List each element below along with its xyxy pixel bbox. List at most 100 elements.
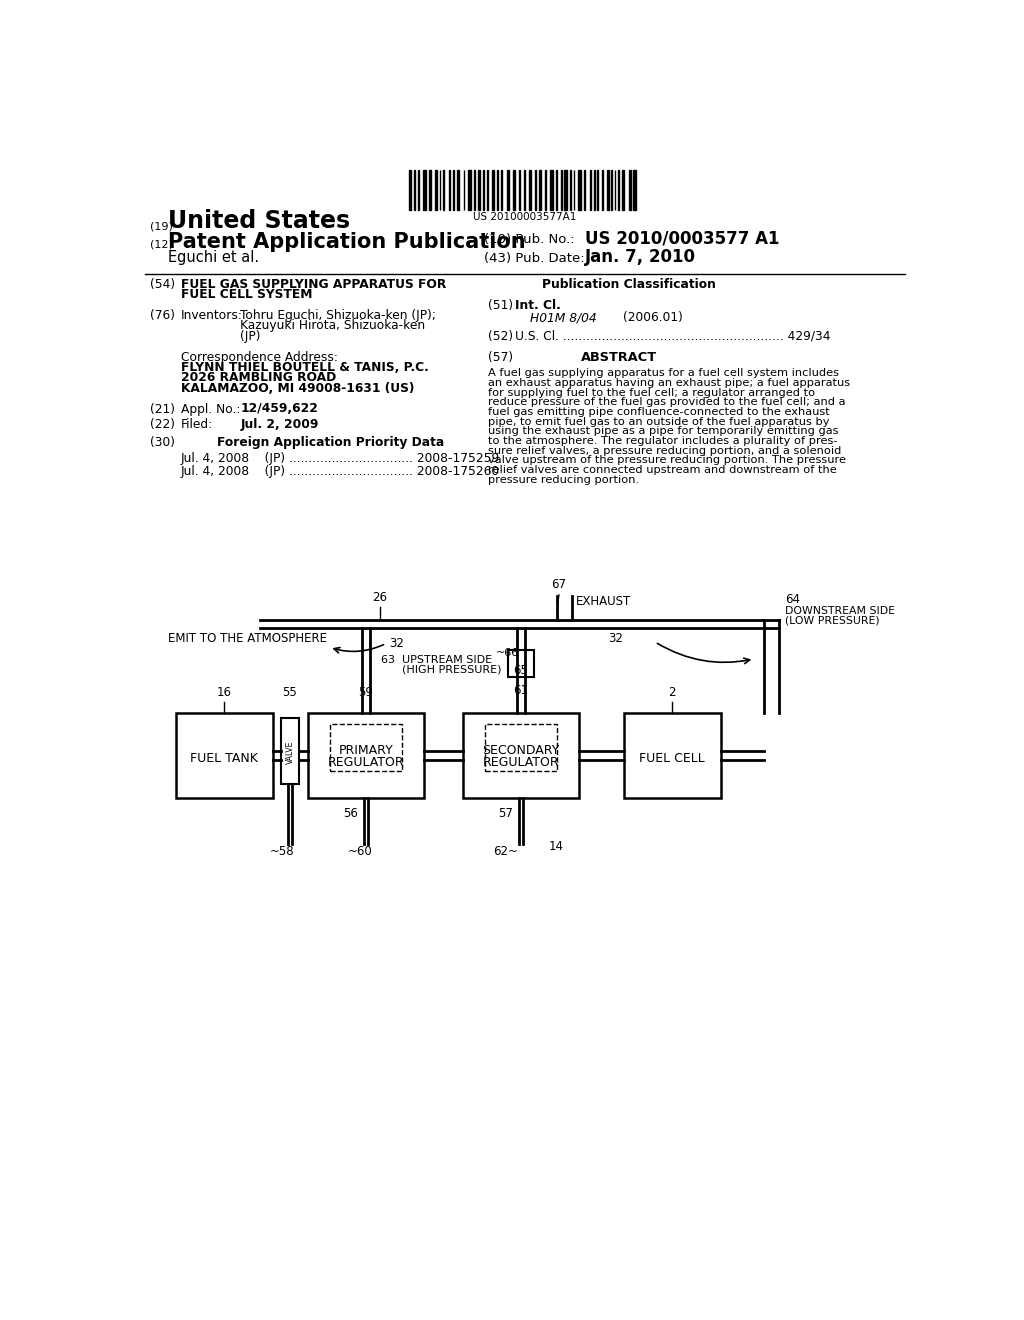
Text: ~66: ~66 xyxy=(496,648,519,657)
Text: (51): (51) xyxy=(487,298,513,312)
Text: FUEL CELL SYSTEM: FUEL CELL SYSTEM xyxy=(180,288,312,301)
Text: Publication Classification: Publication Classification xyxy=(542,277,716,290)
Text: Jul. 4, 2008    (JP) ................................ 2008-175260: Jul. 4, 2008 (JP) ......................… xyxy=(180,465,500,478)
Text: (52): (52) xyxy=(487,330,513,343)
Bar xyxy=(501,170,503,210)
Bar xyxy=(474,170,475,210)
Text: EMIT TO THE ATMOSPHERE: EMIT TO THE ATMOSPHERE xyxy=(168,632,328,645)
Text: (LOW PRESSURE): (LOW PRESSURE) xyxy=(785,615,880,626)
Text: Correspondence Address:: Correspondence Address: xyxy=(180,351,338,363)
Text: sure relief valves, a pressure reducing portion, and a solenoid: sure relief valves, a pressure reducing … xyxy=(487,446,841,455)
Text: using the exhaust pipe as a pipe for temporarily emitting gas: using the exhaust pipe as a pipe for tem… xyxy=(487,426,838,437)
Bar xyxy=(176,713,273,797)
Text: REGULATOR: REGULATOR xyxy=(482,755,559,768)
Text: relief valves are connected upstream and downstream of the: relief valves are connected upstream and… xyxy=(487,465,837,475)
Text: FUEL CELL: FUEL CELL xyxy=(639,752,705,766)
Bar xyxy=(630,170,631,210)
Bar xyxy=(508,649,535,677)
Text: (22): (22) xyxy=(150,418,175,432)
Text: (21): (21) xyxy=(150,403,175,416)
Text: U.S. Cl. ......................................................... 429/34: U.S. Cl. ...............................… xyxy=(515,330,830,343)
Text: ~58: ~58 xyxy=(270,845,295,858)
Text: Int. Cl.: Int. Cl. xyxy=(515,298,560,312)
Text: Appl. No.:: Appl. No.: xyxy=(180,403,240,416)
Bar xyxy=(281,718,299,784)
Text: for supplying fuel to the fuel cell; a regulator arranged to: for supplying fuel to the fuel cell; a r… xyxy=(487,388,815,397)
Text: FUEL TANK: FUEL TANK xyxy=(190,752,258,766)
Text: 55: 55 xyxy=(283,686,297,698)
Text: Eguchi et al.: Eguchi et al. xyxy=(168,251,259,265)
Bar xyxy=(468,170,471,210)
Bar xyxy=(623,170,624,210)
Bar xyxy=(584,170,586,210)
Bar xyxy=(590,170,592,210)
Text: KALAMAZOO, MI 49008-1631 (US): KALAMAZOO, MI 49008-1631 (US) xyxy=(180,381,414,395)
Text: VALVE: VALVE xyxy=(286,741,295,764)
Bar xyxy=(423,170,426,210)
Text: EXHAUST: EXHAUST xyxy=(575,595,631,609)
Text: pressure reducing portion.: pressure reducing portion. xyxy=(487,475,639,484)
Text: SECONDARY: SECONDARY xyxy=(482,744,559,758)
Text: 61: 61 xyxy=(513,684,528,697)
Text: FUEL GAS SUPPLYING APPARATUS FOR: FUEL GAS SUPPLYING APPARATUS FOR xyxy=(180,277,445,290)
Text: an exhaust apparatus having an exhaust pipe; a fuel apparatus: an exhaust apparatus having an exhaust p… xyxy=(487,378,850,388)
Text: US 20100003577A1: US 20100003577A1 xyxy=(473,213,577,222)
Text: 67: 67 xyxy=(551,578,566,591)
Text: to the atmosphere. The regulator includes a plurality of pres-: to the atmosphere. The regulator include… xyxy=(487,436,837,446)
Bar xyxy=(607,170,608,210)
Text: 32: 32 xyxy=(608,632,624,645)
Bar xyxy=(539,170,541,210)
Bar xyxy=(484,725,557,771)
Text: 64: 64 xyxy=(785,594,800,606)
Bar xyxy=(507,170,509,210)
Text: Foreign Application Priority Data: Foreign Application Priority Data xyxy=(217,436,444,449)
Text: FLYNN THIEL BOUTELL & TANIS, P.C.: FLYNN THIEL BOUTELL & TANIS, P.C. xyxy=(180,360,429,374)
Text: (57): (57) xyxy=(487,351,513,363)
Text: valve upstream of the pressure reducing portion. The pressure: valve upstream of the pressure reducing … xyxy=(487,455,846,466)
Bar xyxy=(597,170,598,210)
Text: (10) Pub. No.:: (10) Pub. No.: xyxy=(484,234,575,246)
Bar xyxy=(497,170,499,210)
Text: ~60: ~60 xyxy=(347,845,372,858)
Text: 16: 16 xyxy=(217,686,231,698)
Text: United States: United States xyxy=(168,209,350,232)
Text: (2006.01): (2006.01) xyxy=(624,312,683,323)
Text: Inventors:: Inventors: xyxy=(180,309,243,322)
Bar xyxy=(429,170,431,210)
Bar xyxy=(611,170,612,210)
Bar xyxy=(579,170,581,210)
Text: 62~: 62~ xyxy=(493,845,518,858)
Text: (43) Pub. Date:: (43) Pub. Date: xyxy=(484,252,585,265)
Text: ABSTRACT: ABSTRACT xyxy=(581,351,656,363)
Text: 65: 65 xyxy=(513,664,528,677)
Text: A fuel gas supplying apparatus for a fuel cell system includes: A fuel gas supplying apparatus for a fue… xyxy=(487,368,839,378)
Bar xyxy=(624,713,721,797)
Text: (54): (54) xyxy=(150,277,175,290)
Bar xyxy=(493,170,494,210)
Text: US 2010/0003577 A1: US 2010/0003577 A1 xyxy=(586,230,779,247)
Text: (JP): (JP) xyxy=(241,330,261,343)
Text: Jul. 2, 2009: Jul. 2, 2009 xyxy=(241,418,318,432)
Text: 2026 RAMBLING ROAD: 2026 RAMBLING ROAD xyxy=(180,371,336,384)
Bar xyxy=(564,170,566,210)
Text: 59: 59 xyxy=(358,686,374,698)
Text: 32: 32 xyxy=(389,638,404,651)
Text: 63  UPSTREAM SIDE: 63 UPSTREAM SIDE xyxy=(381,655,493,665)
Bar xyxy=(478,170,480,210)
Text: Patent Application Publication: Patent Application Publication xyxy=(168,232,526,252)
Text: (HIGH PRESSURE): (HIGH PRESSURE) xyxy=(381,665,502,675)
Bar xyxy=(435,170,437,210)
Text: 57: 57 xyxy=(498,807,513,820)
Text: reduce pressure of the fuel gas provided to the fuel cell; and a: reduce pressure of the fuel gas provided… xyxy=(487,397,845,408)
Text: DOWNSTREAM SIDE: DOWNSTREAM SIDE xyxy=(785,606,895,616)
Bar xyxy=(308,713,424,797)
Text: Filed:: Filed: xyxy=(180,418,213,432)
Bar xyxy=(513,170,515,210)
Text: 12/459,622: 12/459,622 xyxy=(241,403,318,416)
Bar xyxy=(418,170,420,210)
Bar xyxy=(550,170,553,210)
Text: Jul. 4, 2008    (JP) ................................ 2008-175259: Jul. 4, 2008 (JP) ......................… xyxy=(180,453,500,466)
Text: Tohru Eguchi, Shizuoka-ken (JP);: Tohru Eguchi, Shizuoka-ken (JP); xyxy=(241,309,436,322)
Text: REGULATOR: REGULATOR xyxy=(328,755,404,768)
Text: PRIMARY: PRIMARY xyxy=(339,744,393,758)
